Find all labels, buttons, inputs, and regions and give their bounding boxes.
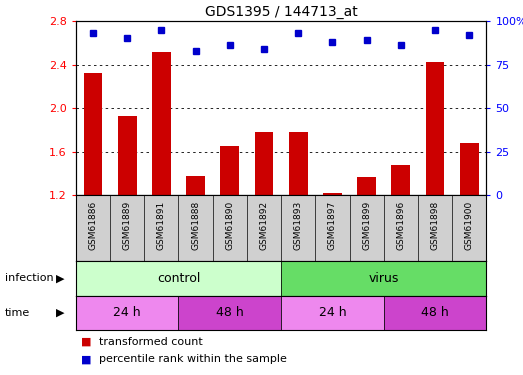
Bar [152,51,171,195]
Text: GSM61896: GSM61896 [396,201,405,250]
Bar [76,296,178,330]
Text: 48 h: 48 h [421,306,449,319]
Text: infection: infection [5,273,54,283]
Text: 48 h: 48 h [216,306,244,319]
Title: GDS1395 / 144713_at: GDS1395 / 144713_at [204,4,358,19]
Text: GSM61891: GSM61891 [157,201,166,250]
Text: 24 h: 24 h [319,306,346,319]
Text: percentile rank within the sample: percentile rank within the sample [99,354,287,364]
Text: transformed count: transformed count [99,337,203,347]
Bar [220,146,239,195]
Text: GSM61900: GSM61900 [465,201,474,250]
Text: ▶: ▶ [56,273,64,283]
Bar [357,177,376,195]
Text: GSM61888: GSM61888 [191,201,200,250]
Text: GSM61892: GSM61892 [259,201,268,250]
Bar [118,116,137,195]
Bar [178,296,281,330]
Text: GSM61898: GSM61898 [430,201,439,250]
Bar [391,165,410,195]
Text: 24 h: 24 h [113,306,141,319]
Text: ▶: ▶ [56,308,64,318]
Text: virus: virus [369,272,399,285]
Bar [460,143,479,195]
Bar [255,132,274,195]
Bar [281,261,486,296]
Bar [84,74,103,195]
Bar [426,62,445,195]
Text: control: control [157,272,200,285]
Text: GSM61886: GSM61886 [88,201,97,250]
Text: ■: ■ [81,354,92,364]
Bar [384,296,486,330]
Bar [281,296,384,330]
Text: GSM61893: GSM61893 [294,201,303,250]
Bar [289,132,308,195]
Bar [323,193,342,195]
Text: GSM61899: GSM61899 [362,201,371,250]
Text: ■: ■ [81,337,92,347]
Text: GSM61890: GSM61890 [225,201,234,250]
Bar [76,261,281,296]
Text: GSM61897: GSM61897 [328,201,337,250]
Text: time: time [5,308,30,318]
Bar [186,176,205,195]
Text: GSM61889: GSM61889 [123,201,132,250]
